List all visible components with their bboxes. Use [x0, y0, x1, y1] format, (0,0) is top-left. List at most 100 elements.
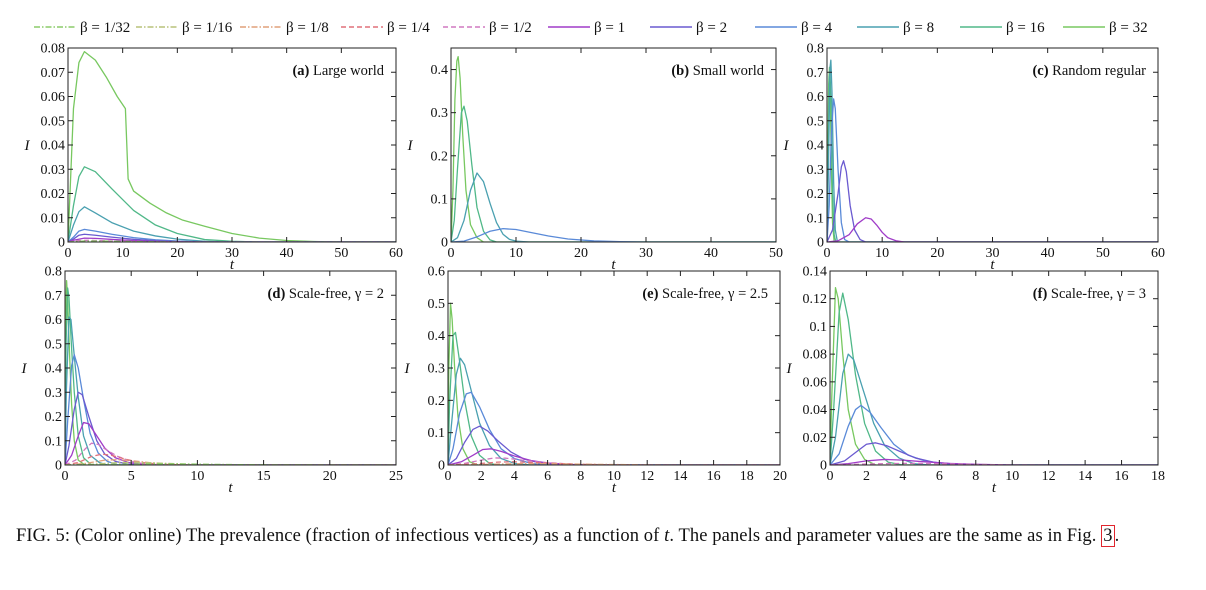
y-tick-label: 0 [817, 236, 824, 251]
panel-title-text: Scale-free, γ = 2 [285, 286, 384, 302]
x-tick-label: 6 [936, 469, 943, 484]
x-tick-label: 10 [607, 469, 621, 484]
series-line [451, 227, 776, 242]
x-axis-label: t [228, 480, 233, 496]
x-axis-label: t [612, 480, 617, 496]
y-tick-label: 0 [820, 459, 827, 474]
y-tick-label: 0.2 [431, 149, 449, 164]
panel-title: (d) Scale-free, γ = 2 [268, 286, 384, 302]
x-tick-label: 8 [972, 469, 979, 484]
y-tick-label: 0.6 [45, 313, 63, 328]
y-tick-label: 0.3 [45, 386, 63, 401]
x-tick-label: 14 [1078, 469, 1092, 484]
series-line [451, 105, 776, 242]
legend-label: β = 1/4 [387, 20, 430, 36]
series-line [830, 286, 1158, 465]
y-tick-label: 0.02 [803, 431, 828, 446]
series-line [68, 166, 396, 242]
x-tick-label: 4 [899, 469, 906, 484]
chart-panel: 0 10 20 30 40 50 60 0 0.01 0.02 0.03 0.04 0.05 0.06 0.… [24, 42, 404, 274]
figure-panels: 0 10 20 30 40 50 6000.010.020.030.040.050.060.… [21, 42, 1166, 497]
legend-label: β = 1/32 [80, 20, 130, 36]
panel-title: (a) Large world [292, 63, 384, 79]
panel-title-letter: (b) [671, 63, 689, 79]
figure-caption: FIG. 5: (Color online) The prevalence (f… [16, 524, 1176, 548]
y-tick-label: 0.6 [807, 90, 825, 105]
legend-label: β = 4 [801, 20, 833, 36]
series-group [65, 280, 396, 465]
y-axis-label: I [407, 138, 414, 154]
y-tick-label: 0.4 [45, 362, 63, 377]
y-tick-label: 0.03 [41, 163, 66, 178]
series-line [68, 240, 396, 242]
y-tick-label: 0.1 [431, 192, 449, 207]
y-tick-label: 0.3 [807, 163, 825, 178]
x-tick-label: 10 [116, 246, 130, 261]
x-tick-label: 4 [511, 469, 518, 484]
y-tick-label: 0.5 [428, 297, 446, 312]
y-axis-label: I [783, 138, 790, 154]
legend-entry: β = 1 [548, 20, 625, 36]
x-tick-label: 6 [544, 469, 551, 484]
x-tick-label: 16 [707, 469, 721, 484]
series-group [448, 302, 780, 465]
legend-entry: β = 16 [960, 20, 1045, 36]
legend-label: β = 1/2 [489, 20, 532, 36]
x-tick-label: 15 [257, 469, 271, 484]
panel-title-letter: (d) [268, 286, 286, 302]
panel-title-letter: (a) [292, 63, 309, 79]
x-tick-label: 12 [640, 469, 654, 484]
x-tick-label: 0 [62, 469, 69, 484]
legend-entry: β = 1/16 [136, 20, 233, 36]
x-tick-label: 10 [1005, 469, 1019, 484]
series-line [830, 292, 1158, 465]
series-group [830, 286, 1158, 465]
y-tick-label: 0.14 [803, 265, 828, 280]
legend-entry: β = 4 [755, 20, 833, 36]
y-tick-label: 0.5 [45, 337, 63, 352]
series-line [451, 172, 776, 242]
legend-label: β = 2 [696, 20, 727, 36]
series-line [448, 357, 780, 465]
x-axis-label: t [611, 257, 616, 273]
y-axis-label: I [24, 138, 31, 154]
x-axis-label: t [990, 257, 995, 273]
y-tick-label: 0 [441, 236, 448, 251]
legend-entry: β = 1/2 [443, 20, 532, 36]
x-tick-label: 40 [1041, 246, 1055, 261]
y-tick-label: 0.4 [807, 139, 825, 154]
series-line [827, 71, 1158, 242]
panel-title-text: Random regular [1049, 63, 1147, 79]
legend-entry: β = 8 [857, 20, 934, 36]
series-line [65, 442, 396, 465]
series-line [65, 287, 396, 465]
y-tick-label: 0.6 [428, 265, 446, 280]
x-tick-label: 20 [574, 246, 588, 261]
y-tick-label: 0.4 [431, 63, 449, 78]
legend-entry: β = 1/8 [240, 20, 329, 36]
y-tick-label: 0 [55, 459, 62, 474]
x-tick-label: 30 [639, 246, 653, 261]
series-line [827, 66, 1158, 242]
panel-title-letter: (c) [1032, 63, 1048, 79]
series-line [830, 404, 1158, 465]
panel-title-text: Small world [689, 63, 765, 79]
series-line [448, 457, 780, 465]
series-line [827, 59, 1158, 242]
series-line [65, 354, 396, 465]
x-tick-label: 20 [323, 469, 337, 484]
y-tick-label: 0.01 [41, 211, 66, 226]
y-tick-label: 0 [438, 459, 445, 474]
figure-reference-link[interactable]: 3 [1101, 525, 1115, 547]
x-tick-label: 10 [509, 246, 523, 261]
legend-label: β = 1/8 [286, 20, 329, 36]
panel-title: (f) Scale-free, γ = 3 [1033, 286, 1146, 302]
x-tick-label: 50 [334, 246, 348, 261]
x-tick-label: 18 [1151, 469, 1165, 484]
series-line [448, 331, 780, 465]
y-tick-label: 0.7 [807, 66, 825, 81]
legend-label: β = 1/16 [182, 20, 233, 36]
panel-title-text: Scale-free, γ = 3 [1047, 286, 1146, 302]
plot-frame [450, 47, 777, 243]
series-line [451, 55, 776, 242]
